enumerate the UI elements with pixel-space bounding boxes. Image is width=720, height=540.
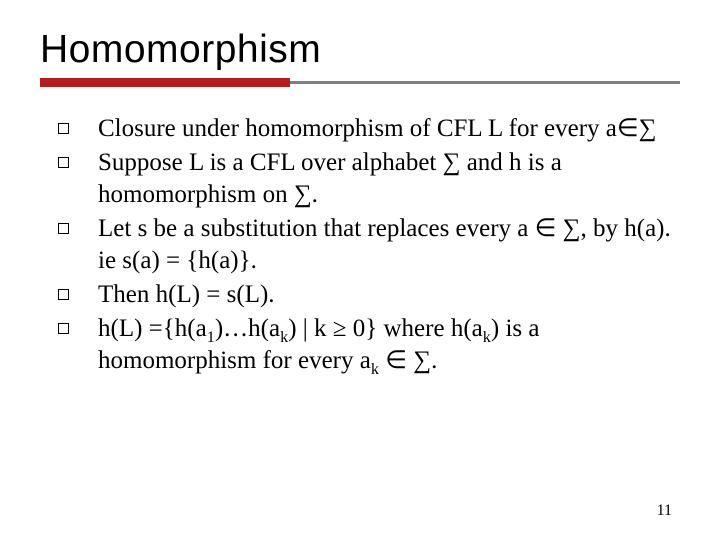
page-number: 11 (657, 502, 672, 520)
list-item: Let s be a substitution that replaces ev… (58, 213, 680, 277)
title-rule (40, 78, 680, 87)
bullet-box-icon (58, 147, 98, 173)
bullet-text: Suppose L is a CFL over alphabet ∑ and h… (98, 147, 680, 211)
list-item: Closure under homomorphism of CFL L for … (58, 113, 680, 145)
bullet-box-icon (58, 213, 98, 239)
bullet-text: h(L) ={h(a1)…h(ak) | k ≥ 0} where h(ak) … (98, 313, 680, 377)
bullet-text: Then h(L) = s(L). (98, 279, 680, 311)
list-item: Suppose L is a CFL over alphabet ∑ and h… (58, 147, 680, 211)
bullet-box-icon (58, 313, 98, 339)
bullet-text: Closure under homomorphism of CFL L for … (98, 113, 680, 145)
slide-title: Homomorphism (40, 28, 680, 72)
bullet-box-icon (58, 113, 98, 139)
bullet-list: Closure under homomorphism of CFL L for … (40, 113, 680, 377)
rule-red-line (40, 78, 290, 87)
slide-container: Homomorphism Closure under homomorphism … (0, 0, 720, 540)
list-item: h(L) ={h(a1)…h(ak) | k ≥ 0} where h(ak) … (58, 313, 680, 377)
bullet-box-icon (58, 279, 98, 305)
bullet-text: Let s be a substitution that replaces ev… (98, 213, 680, 277)
list-item: Then h(L) = s(L). (58, 279, 680, 311)
